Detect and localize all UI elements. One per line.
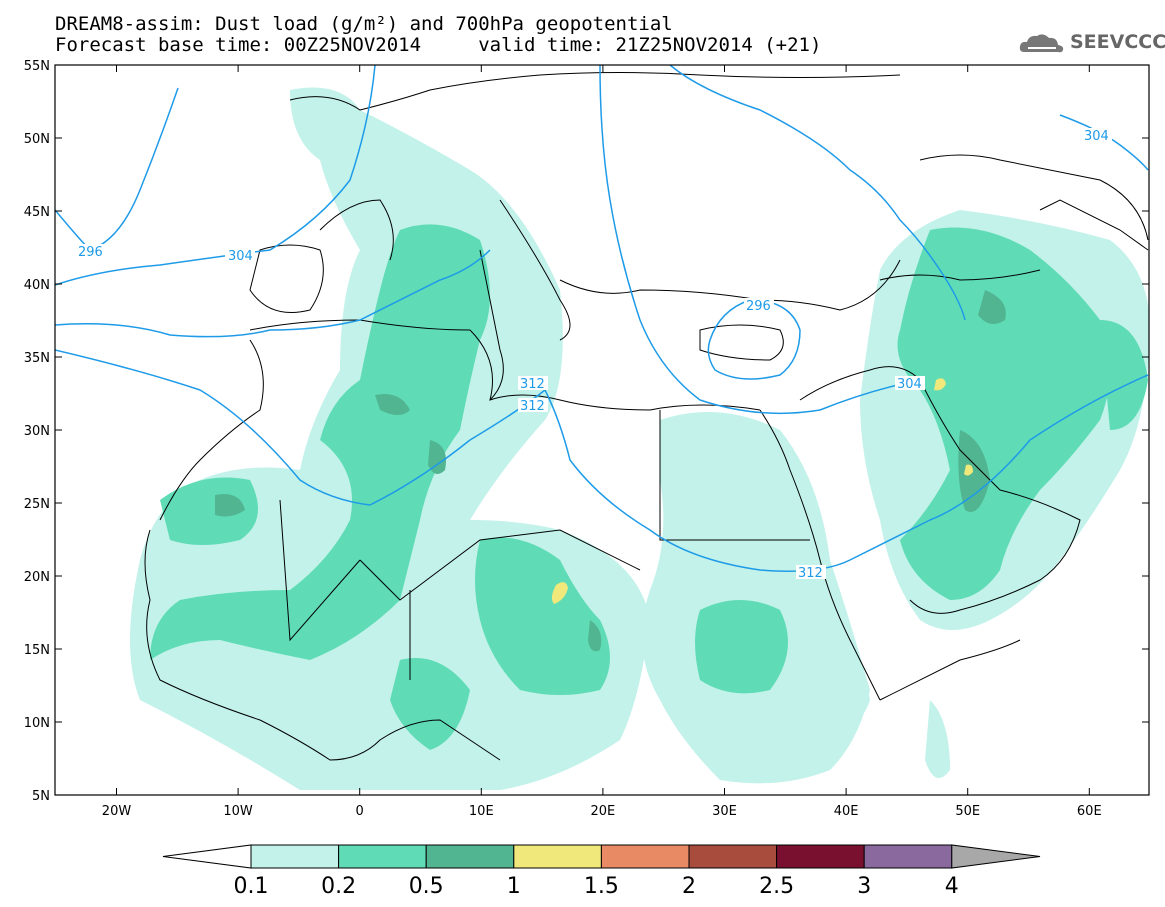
colorbar-swatch (425, 844, 515, 869)
lon-label: 30E (712, 804, 737, 819)
dust-high (551, 378, 973, 604)
contour-label: 304 (1084, 129, 1109, 144)
colorbar-swatch (338, 844, 427, 869)
colorbar: 0.1 0.2 0.5 1 1.5 2 2.5 3 4 (162, 844, 1041, 899)
colorbar-swatch (250, 844, 340, 869)
colorbar-swatch (776, 844, 865, 869)
contour-label: 296 (746, 299, 771, 314)
dust-field (130, 87, 1149, 790)
longitude-axis: 20W 10W 0 10E 20E 30E 40E 50E 60E (102, 65, 1102, 819)
lon-label: 20E (591, 804, 616, 819)
contour-label: 304 (228, 249, 253, 264)
colorbar-swatch (863, 844, 953, 869)
lat-label: 50N (24, 132, 50, 147)
contour-label: 296 (78, 245, 103, 260)
lat-label: 5N (32, 789, 50, 804)
colorbar-label: 4 (945, 874, 959, 899)
geopotential-contours (55, 65, 1149, 572)
contour-labels: 296 304 296 312 312 304 312 304 (76, 128, 1112, 581)
colorbar-label: 1 (507, 874, 521, 899)
colorbar-label: 2 (682, 874, 696, 899)
colorbar-under-arrow (162, 844, 252, 869)
map-title: DREAM8-assim: Dust load (g/m²) and 700hP… (55, 13, 673, 35)
dust-medium (150, 224, 1148, 750)
contour-label: 304 (897, 377, 922, 392)
colorbar-over-arrow (951, 844, 1041, 869)
lat-label: 20N (24, 570, 50, 585)
colorbar-label: 0.1 (234, 874, 269, 899)
lon-label: 50E (955, 804, 980, 819)
logo-text: SEEVCCC (1070, 31, 1165, 53)
colorbar-label: 0.5 (409, 874, 444, 899)
lat-label: 55N (24, 59, 50, 74)
colorbar-label: 3 (857, 874, 871, 899)
colorbar-swatch (688, 844, 778, 869)
colorbar-swatch (600, 844, 690, 869)
lon-label: 20W (102, 804, 132, 819)
lat-label: 40N (24, 278, 50, 293)
lat-label: 25N (24, 497, 50, 512)
lon-label: 10W (223, 804, 253, 819)
colorbar-label: 2.5 (759, 874, 794, 899)
latitude-axis: 55N 50N 45N 40N 35N 30N 25N 20N 15N 10N 5N (24, 59, 1149, 804)
colorbar-label: 0.2 (321, 874, 356, 899)
lon-label: 0 (356, 804, 364, 819)
colorbar-label: 1.5 (584, 874, 619, 899)
dust-dark (215, 290, 1006, 652)
lat-label: 10N (24, 716, 50, 731)
map-subtitle: Forecast base time: 00Z25NOV2014 valid t… (55, 34, 822, 56)
contour-label: 312 (520, 399, 545, 414)
lat-label: 15N (24, 643, 50, 658)
lon-label: 60E (1077, 804, 1102, 819)
cloud-icon (1019, 34, 1064, 53)
contour-label: 312 (520, 377, 545, 392)
contour-label: 312 (798, 566, 823, 581)
lat-label: 35N (24, 351, 50, 366)
lon-label: 40E (834, 804, 859, 819)
lat-label: 30N (24, 424, 50, 439)
lon-label: 10E (469, 804, 494, 819)
colorbar-swatch (513, 844, 602, 869)
lat-label: 45N (24, 205, 50, 220)
